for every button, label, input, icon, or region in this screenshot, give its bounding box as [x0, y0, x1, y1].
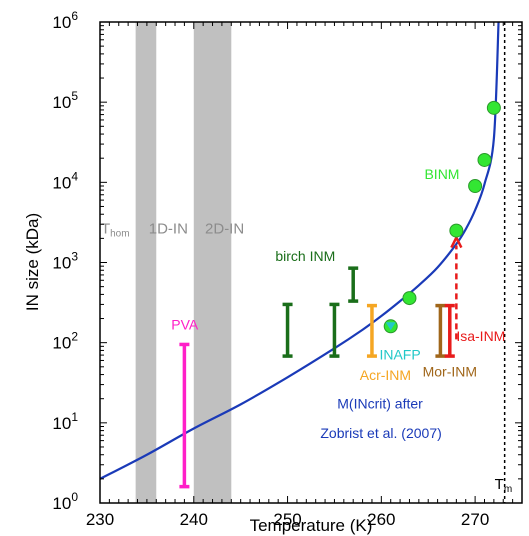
curve-group — [100, 22, 500, 480]
binm-point — [477, 152, 492, 167]
x-tick-label: 230 — [86, 510, 114, 529]
arrow-group — [450, 234, 463, 340]
y-tick-label: 106 — [52, 9, 78, 32]
annotation-isa-inm: Isa-INM — [456, 328, 505, 344]
error-bar-isa-inm — [444, 303, 455, 358]
y-tick-label: 104 — [52, 169, 78, 192]
x-tick-label: 240 — [180, 510, 208, 529]
x-axis-label: Temperature (K) — [250, 516, 373, 535]
error-bar-mor-inm — [435, 303, 446, 358]
y-tick-label: 103 — [52, 250, 78, 273]
annotation-m-incrit-after: M(INcrit) after — [337, 396, 423, 412]
binm-point — [468, 179, 483, 194]
y-tick-label: 102 — [52, 330, 78, 353]
y-tick-label: 100 — [52, 490, 78, 513]
band-label-1: Thom — [101, 221, 130, 240]
annotation-acr-inm: Acr-INM — [360, 367, 411, 383]
band-labels: Thom 1D-IN 2D-IN — [101, 221, 244, 240]
data-points — [383, 100, 501, 334]
tick-labels: 230 240 250 260 270 100 101 102 103 104 105 106 — [52, 9, 489, 529]
error-bar-birch-inm — [348, 266, 359, 303]
error-bar-acr-inm — [366, 303, 377, 358]
band-label-3: 2D-IN — [205, 221, 244, 238]
error-bar-pva — [179, 342, 190, 489]
x-tick-label: 270 — [461, 510, 489, 529]
error-bars — [179, 266, 455, 489]
annotation-birch-inm: birch INM — [275, 248, 335, 264]
shaded-band-2 — [193, 22, 232, 503]
binm-point — [449, 223, 464, 238]
binm-point — [402, 291, 417, 306]
shaded-band-1 — [135, 22, 157, 503]
annotation-pva: PVA — [171, 317, 199, 333]
x-tick-label: 260 — [367, 510, 395, 529]
annotation-inafp: INAFP — [379, 346, 420, 362]
y-tick-label: 105 — [52, 89, 78, 112]
zobrist-curve — [100, 22, 500, 480]
binm-point — [486, 100, 501, 115]
melting-line-group: Tm — [495, 22, 513, 503]
annotation-zobrist-et-al-2007: Zobrist et al. (2007) — [320, 425, 441, 441]
error-bar-birch-inm — [329, 302, 340, 358]
error-bar-birch-inm — [282, 302, 293, 358]
annotation-mor-inm: Mor-INM — [423, 363, 477, 379]
band-label-2: 1D-IN — [149, 221, 188, 238]
annotation-binm: BINM — [424, 166, 459, 182]
ticks — [99, 21, 523, 504]
x-tick-label: 250 — [273, 510, 301, 529]
inafp-triangle — [385, 322, 396, 331]
melting-point-label: Tm — [495, 476, 513, 495]
axis-titles: Temperature (K) IN size (kDa) — [23, 213, 372, 535]
y-axis-label: IN size (kDa) — [23, 213, 42, 311]
y-tick-label: 101 — [52, 410, 78, 433]
shaded-bands — [135, 22, 232, 503]
